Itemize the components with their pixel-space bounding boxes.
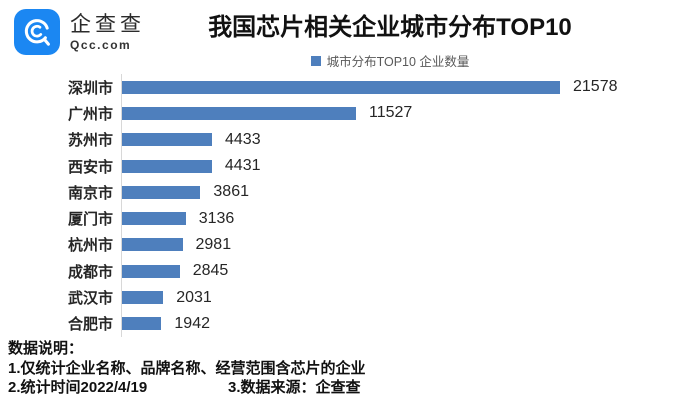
city-label: 武汉市 [67,290,113,308]
chart-row: 深圳市 21578 [16,74,671,101]
chart-row: 广州市 11527 [16,100,671,127]
bar [122,264,180,278]
city-label: 杭州市 [67,237,113,255]
bar-track: 3861 [121,179,671,206]
value-label: 2981 [195,235,232,253]
bar-track: 2981 [121,231,671,259]
legend-label: 城市分布TOP10 企业数量 [326,55,470,69]
bar [122,212,186,226]
chart-row: 厦门市 3136 [16,205,671,232]
value-label: 1942 [174,314,210,332]
notes-stat-date: 2.统计时间2022/4/19 [8,379,148,396]
qcc-logo [14,9,60,55]
bar-track: 21578 [121,74,671,101]
bar [122,291,164,305]
notes-heading: 数据说明： [8,340,84,357]
chart-row: 南京市 3861 [16,179,671,206]
brand-domain: Qcc.com [70,38,132,52]
legend-swatch [310,55,321,66]
city-label: 广州市 [67,105,113,123]
city-label: 合肥市 [67,316,113,334]
chart-row: 成都市 2845 [16,258,671,285]
value-label: 3136 [198,209,235,227]
value-label: 3861 [213,183,249,201]
chart-row: 杭州市 2981 [16,231,671,259]
city-label: 南京市 [67,184,113,202]
notes-source: 3.数据来源：企查查 [228,379,361,396]
notes-line2: 2.统计时间2022/4/19 3.数据来源：企查查 [8,378,366,398]
bar-track: 4431 [121,152,671,180]
bar-track: 2845 [121,258,671,285]
value-label: 2031 [176,288,212,306]
city-label: 西安市 [67,158,113,176]
bar-track: 1942 [121,310,671,337]
data-notes: 数据说明： 1.仅统计企业名称、品牌名称、经营范围含芯片的企业 2.统计时间20… [8,339,366,398]
chart-legend: 城市分布TOP10 企业数量 [160,51,620,70]
brand-name: 企查查 [70,13,145,36]
value-label: 4433 [225,130,261,148]
value-label: 2845 [192,262,229,280]
bar-track: 4433 [121,126,671,153]
city-label: 苏州市 [67,132,113,150]
bar [122,106,356,120]
bar [122,317,162,331]
city-label: 厦门市 [67,211,113,229]
bar-chart: 深圳市 21578 广州市 11527 苏州市 4433 西安市 [16,74,671,337]
bar [122,238,183,252]
bar [122,133,212,147]
bar-track: 2031 [121,284,671,311]
chart-row: 武汉市 2031 [16,284,671,311]
value-label: 21578 [573,78,618,96]
bar [122,80,560,94]
bar [122,185,201,199]
city-label: 深圳市 [67,79,113,97]
brand-text: 企查查 Qcc.com [70,13,145,52]
chart-row: 合肥市 1942 [16,310,671,337]
bar-track: 11527 [121,100,671,127]
value-label: 11527 [369,104,413,122]
bar [122,159,212,173]
page-title: 我国芯片相关企业城市分布TOP10 [208,14,572,41]
bar-track: 3136 [121,205,671,232]
value-label: 4431 [224,157,261,175]
chart-row: 西安市 4431 [16,152,671,180]
qcc-logo-icon [24,19,50,46]
city-label: 成都市 [67,263,113,281]
notes-line1: 1.仅统计企业名称、品牌名称、经营范围含芯片的企业 [8,359,366,377]
chart-row: 苏州市 4433 [16,126,671,153]
